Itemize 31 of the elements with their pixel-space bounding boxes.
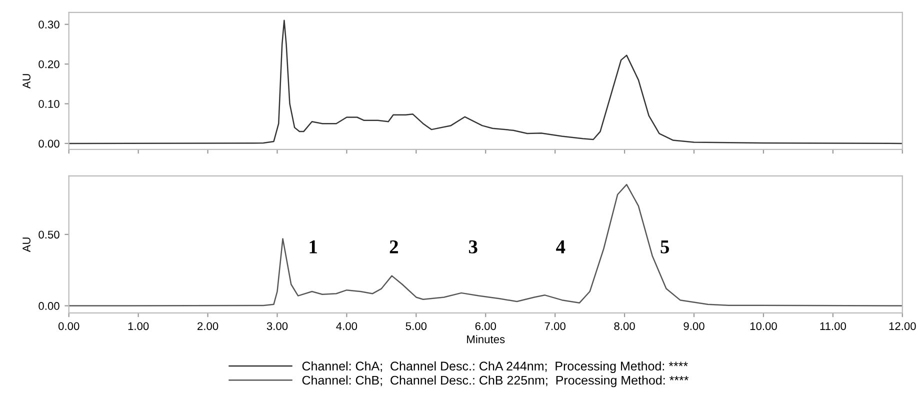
y-tick-label: 0.20 (38, 60, 60, 68)
y-tick-label: 0.30 (38, 20, 60, 28)
x-axis-title: Minutes (467, 335, 505, 344)
legend-label: Channel: ChA; Channel Desc.: ChA 244nm; Processing Method: **** (302, 361, 688, 373)
x-tick-label: 6.00 (475, 322, 496, 330)
x-tick-label: 1.00 (128, 322, 149, 330)
x-tick-label: 4.00 (336, 322, 358, 330)
x-tick-label: 5.00 (406, 322, 427, 330)
line-series (68, 184, 902, 306)
x-tick-label: 3.00 (266, 322, 288, 330)
y-tick-label: 0.00 (38, 140, 60, 148)
y-tick-label: 0.10 (38, 100, 60, 108)
x-tick-label: 0.00 (58, 322, 80, 330)
legend-label: Channel: ChB; Channel Desc.: ChB 225nm; Processing Method: **** (302, 376, 689, 388)
annotation: 2 (390, 240, 398, 254)
y-axis-title: AU (22, 238, 30, 252)
x-tick-label: 7.00 (544, 322, 566, 330)
x-tick-label: 10.00 (750, 322, 777, 330)
annotation: 4 (556, 240, 566, 254)
y-tick-label: 0.00 (38, 302, 60, 310)
annotation: 3 (468, 240, 478, 254)
y-tick-label: 0.50 (38, 230, 60, 239)
x-tick-label: 12.00 (889, 322, 916, 330)
annotation: 1 (310, 240, 317, 254)
annotation: 5 (660, 240, 669, 254)
y-axis-title: AU (22, 74, 30, 89)
x-tick-label: 11.00 (820, 322, 846, 330)
line-series (68, 20, 902, 144)
x-tick-label: 8.00 (614, 322, 635, 330)
x-tick-label: 2.00 (198, 322, 218, 330)
x-tick-label: 9.00 (684, 322, 704, 330)
